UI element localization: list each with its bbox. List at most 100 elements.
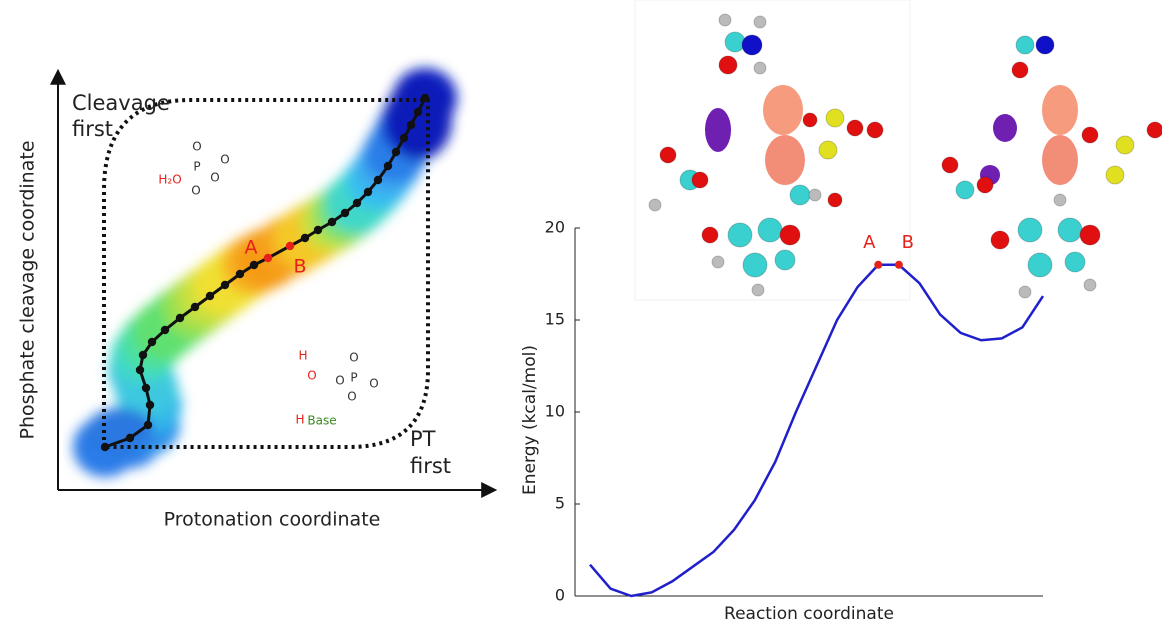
- string-point: [353, 199, 361, 207]
- atom: [758, 218, 782, 242]
- atom: [754, 16, 766, 28]
- scheme-label: O: [369, 377, 378, 391]
- y-tick-label: 10: [545, 402, 565, 421]
- orbital-lobe: [705, 108, 731, 152]
- string-point: [126, 434, 134, 442]
- scheme-label: H: [295, 413, 304, 427]
- atom: [1080, 225, 1100, 245]
- atom: [1106, 166, 1124, 184]
- atom: [1147, 122, 1162, 138]
- string-point: [250, 261, 258, 269]
- atom: [819, 141, 837, 159]
- atom: [1016, 36, 1034, 54]
- orbital-lobe: [1042, 135, 1078, 185]
- atom: [1065, 252, 1085, 272]
- atom: [702, 227, 718, 243]
- string-point: [191, 303, 199, 311]
- x-axis-label: Protonation coordinate: [164, 509, 381, 531]
- string-point: [161, 326, 169, 334]
- page: {"chart_data": [ {"type": "schematic", "…: [0, 0, 1162, 625]
- string-point: [364, 188, 372, 196]
- molecule-illustration: [635, 0, 1162, 300]
- atom: [1054, 194, 1066, 206]
- string-point: [176, 314, 184, 322]
- y-tick-label: 20: [545, 218, 565, 237]
- atom: [826, 109, 844, 127]
- atom: [1028, 253, 1052, 277]
- orbital-lobe: [993, 114, 1017, 142]
- atom: [742, 35, 762, 55]
- corner-label: first: [72, 117, 113, 141]
- orbital-lobe: [765, 135, 805, 185]
- y-axis-label: Phosphate cleavage coordinate: [17, 140, 39, 439]
- highlight-point: [286, 242, 294, 250]
- annotation-label: B: [902, 232, 914, 253]
- string-point: [144, 421, 152, 429]
- surface-patch: [384, 80, 452, 160]
- atom: [775, 250, 795, 270]
- scheme-label: O: [335, 374, 344, 388]
- atom: [991, 231, 1009, 249]
- string-point: [136, 366, 144, 374]
- scheme-label: Base: [307, 414, 336, 428]
- atom: [1019, 286, 1031, 298]
- scheme-label: P: [193, 160, 200, 174]
- energy-surface: [73, 68, 457, 477]
- string-point: [101, 443, 109, 451]
- atom: [712, 256, 724, 268]
- atom: [1084, 279, 1096, 291]
- point-label: A: [245, 237, 258, 259]
- scheme-label: H₂O: [158, 173, 181, 187]
- atom: [743, 253, 767, 277]
- atom: [754, 62, 766, 74]
- scheme-label: O: [192, 140, 201, 154]
- scheme-label: O: [210, 171, 219, 185]
- y-tick-label: 5: [555, 494, 565, 513]
- string-point: [148, 338, 156, 346]
- orbital-lobe: [1042, 85, 1078, 135]
- string-point: [139, 351, 147, 359]
- scheme-label: O: [307, 369, 316, 383]
- y-tick-label: 15: [545, 310, 565, 329]
- string-point: [392, 148, 400, 156]
- annotation-point: [874, 261, 882, 269]
- orbital-lobe: [763, 85, 803, 135]
- string-point: [421, 94, 429, 102]
- atom: [1082, 127, 1098, 143]
- figure: Protonation coordinate Phosphate cleavage…: [0, 0, 1162, 625]
- atom: [867, 122, 883, 138]
- highlight-point: [264, 254, 272, 262]
- energy-line: [590, 265, 1043, 596]
- atom: [956, 181, 974, 199]
- atom: [719, 56, 737, 74]
- string-point: [384, 162, 392, 170]
- y-tick-label: 0: [555, 586, 565, 605]
- atom: [752, 284, 764, 296]
- atom: [649, 199, 661, 211]
- corner-label: Cleavage: [72, 91, 170, 115]
- atom: [780, 225, 800, 245]
- atom: [790, 185, 810, 205]
- string-point: [146, 401, 154, 409]
- string-point: [301, 234, 309, 242]
- atom: [728, 223, 752, 247]
- scheme-label: P: [350, 371, 357, 385]
- string-point: [206, 292, 214, 300]
- atom: [660, 147, 676, 163]
- point-label: B: [293, 256, 306, 278]
- atom: [977, 177, 993, 193]
- string-point: [314, 226, 322, 234]
- atom: [847, 120, 863, 136]
- scheme-label: O: [220, 153, 229, 167]
- scheme-label: O: [191, 184, 200, 198]
- atom: [1036, 36, 1054, 54]
- atom: [1012, 62, 1028, 78]
- atom: [1116, 136, 1134, 154]
- string-point: [414, 108, 422, 116]
- string-point: [407, 121, 415, 129]
- scheme-label: O: [347, 390, 356, 404]
- atom: [1058, 218, 1082, 242]
- atom: [942, 157, 958, 173]
- annotation-label: A: [863, 232, 876, 253]
- scheme-label: H: [298, 349, 307, 363]
